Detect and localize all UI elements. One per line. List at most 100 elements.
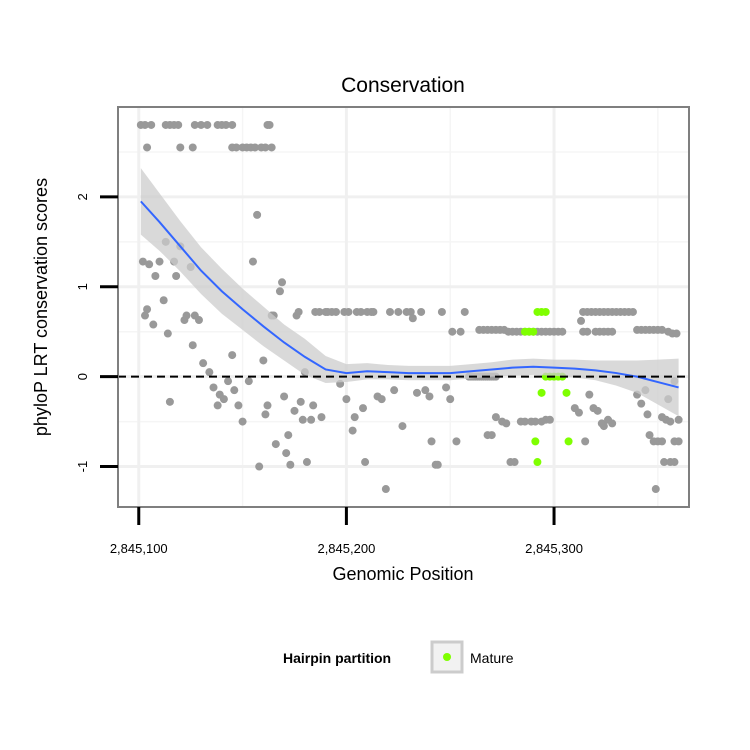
point-other-62 — [255, 462, 264, 471]
point-other-73 — [284, 431, 293, 440]
x-axis: 2,845,100 2,845,200 2,845,300 — [110, 507, 583, 556]
x-tick-label-2: 2,845,300 — [525, 541, 583, 556]
chart-title: Conservation — [341, 74, 465, 97]
point-other-216 — [658, 437, 667, 446]
point-other-189 — [583, 327, 592, 336]
point-other-48 — [199, 359, 208, 368]
point-other-38 — [165, 397, 174, 406]
point-other-99 — [359, 404, 368, 413]
point-other-43 — [182, 311, 191, 320]
point-other-59 — [244, 377, 253, 386]
point-other-235 — [666, 417, 675, 426]
point-other-117 — [425, 392, 434, 401]
point-other-18 — [188, 143, 197, 152]
point-other-105 — [377, 395, 386, 404]
point-other-57 — [234, 401, 243, 410]
point-other-200 — [599, 422, 608, 431]
point-other-112 — [406, 307, 415, 316]
legend-title: Hairpin partition — [283, 650, 391, 666]
point-other-27 — [267, 143, 276, 152]
point-other-93 — [342, 395, 351, 404]
point-other-198 — [593, 406, 602, 415]
point-other-28 — [138, 257, 147, 266]
point-other-196 — [585, 390, 594, 399]
point-other-107 — [386, 307, 395, 316]
panel-background — [118, 107, 689, 507]
point-other-70 — [278, 278, 287, 287]
point-other-79 — [298, 415, 307, 424]
point-other-32 — [149, 320, 158, 329]
point-other-187 — [574, 408, 583, 417]
point-other-194 — [608, 327, 617, 336]
point-other-26 — [261, 143, 270, 152]
point-other-68 — [271, 440, 280, 449]
point-other-90 — [332, 307, 341, 316]
point-other-33 — [151, 271, 160, 280]
point-mature-14 — [562, 388, 571, 397]
point-other-96 — [350, 413, 359, 422]
legend: Hairpin partition Mature — [283, 640, 514, 674]
x-axis-title: Genomic Position — [332, 564, 473, 584]
point-other-24 — [251, 143, 260, 152]
point-other-58 — [238, 417, 247, 426]
point-other-116 — [421, 386, 430, 395]
point-other-1 — [140, 120, 149, 129]
series-other — [136, 120, 683, 494]
point-other-195 — [581, 437, 590, 446]
point-other-169 — [510, 458, 519, 467]
point-other-106 — [381, 485, 390, 494]
x-tick-label-0: 2,845,100 — [110, 541, 168, 556]
point-other-75 — [290, 406, 299, 415]
point-other-115 — [417, 307, 426, 316]
point-other-35 — [159, 296, 168, 305]
point-other-113 — [408, 314, 417, 323]
point-other-78 — [296, 397, 305, 406]
point-other-81 — [302, 458, 311, 467]
point-other-110 — [398, 422, 407, 431]
point-other-171 — [520, 417, 529, 426]
point-mature-12 — [531, 437, 540, 446]
point-other-232 — [670, 458, 679, 467]
point-other-34 — [155, 257, 164, 266]
point-other-8 — [190, 120, 199, 129]
panel-border — [117, 106, 690, 508]
point-other-164 — [487, 431, 496, 440]
point-other-209 — [637, 399, 646, 408]
plot-panel — [117, 106, 690, 508]
point-other-51 — [213, 401, 222, 410]
point-other-9 — [197, 120, 206, 129]
point-other-53 — [219, 395, 228, 404]
point-other-69 — [275, 287, 284, 296]
point-other-108 — [390, 386, 399, 395]
loess-line — [140, 200, 679, 389]
point-other-228 — [674, 415, 683, 424]
point-other-55 — [228, 351, 237, 360]
point-other-72 — [282, 449, 291, 458]
point-other-50 — [209, 383, 218, 392]
legend-mature-point — [443, 653, 451, 661]
point-other-82 — [307, 415, 316, 424]
point-other-212 — [645, 431, 654, 440]
point-other-60 — [248, 257, 257, 266]
point-other-207 — [628, 307, 637, 316]
point-other-126 — [456, 327, 465, 336]
y-tick-label-2: 1 — [75, 283, 90, 290]
point-other-95 — [348, 426, 357, 435]
point-mature-2 — [529, 327, 538, 336]
point-other-40 — [172, 271, 181, 280]
point-other-109 — [394, 307, 403, 316]
point-other-176 — [545, 415, 554, 424]
point-other-103 — [369, 307, 378, 316]
point-other-61 — [253, 210, 262, 219]
y-tick-label-3: 2 — [75, 193, 90, 200]
point-other-30 — [143, 305, 152, 314]
point-other-114 — [412, 388, 421, 397]
point-mature-5 — [541, 307, 550, 316]
point-other-74 — [286, 460, 295, 469]
point-other-162 — [558, 327, 567, 336]
point-other-14 — [228, 120, 237, 129]
point-other-202 — [608, 419, 617, 428]
point-other-214 — [651, 485, 660, 494]
point-other-127 — [460, 307, 469, 316]
